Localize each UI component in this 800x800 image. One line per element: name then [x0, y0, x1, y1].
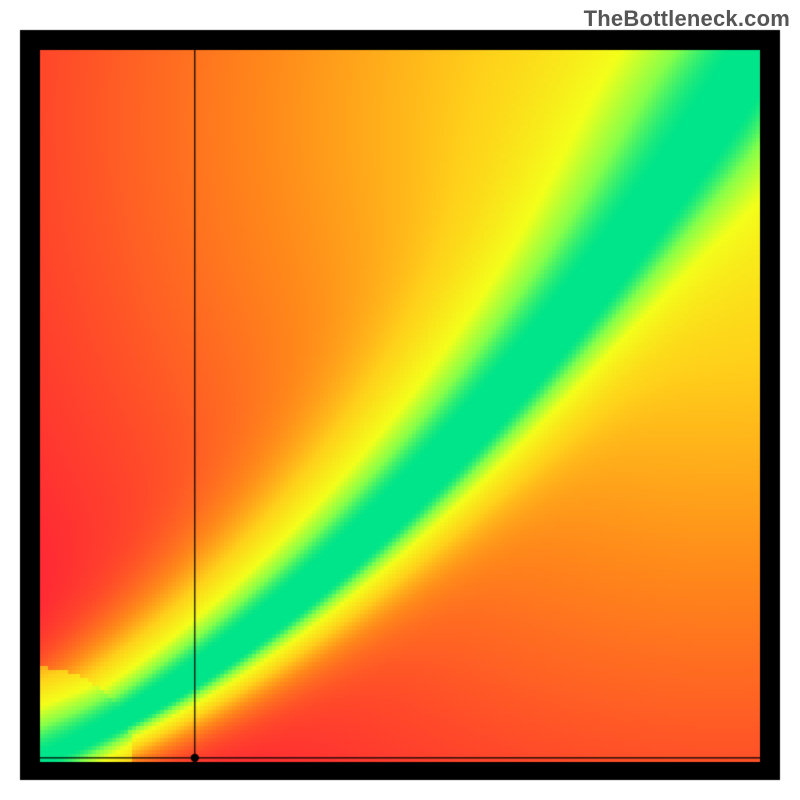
chart-container: TheBottleneck.com [0, 0, 800, 800]
bottleneck-heatmap [0, 0, 800, 800]
watermark-text: TheBottleneck.com [584, 6, 790, 32]
